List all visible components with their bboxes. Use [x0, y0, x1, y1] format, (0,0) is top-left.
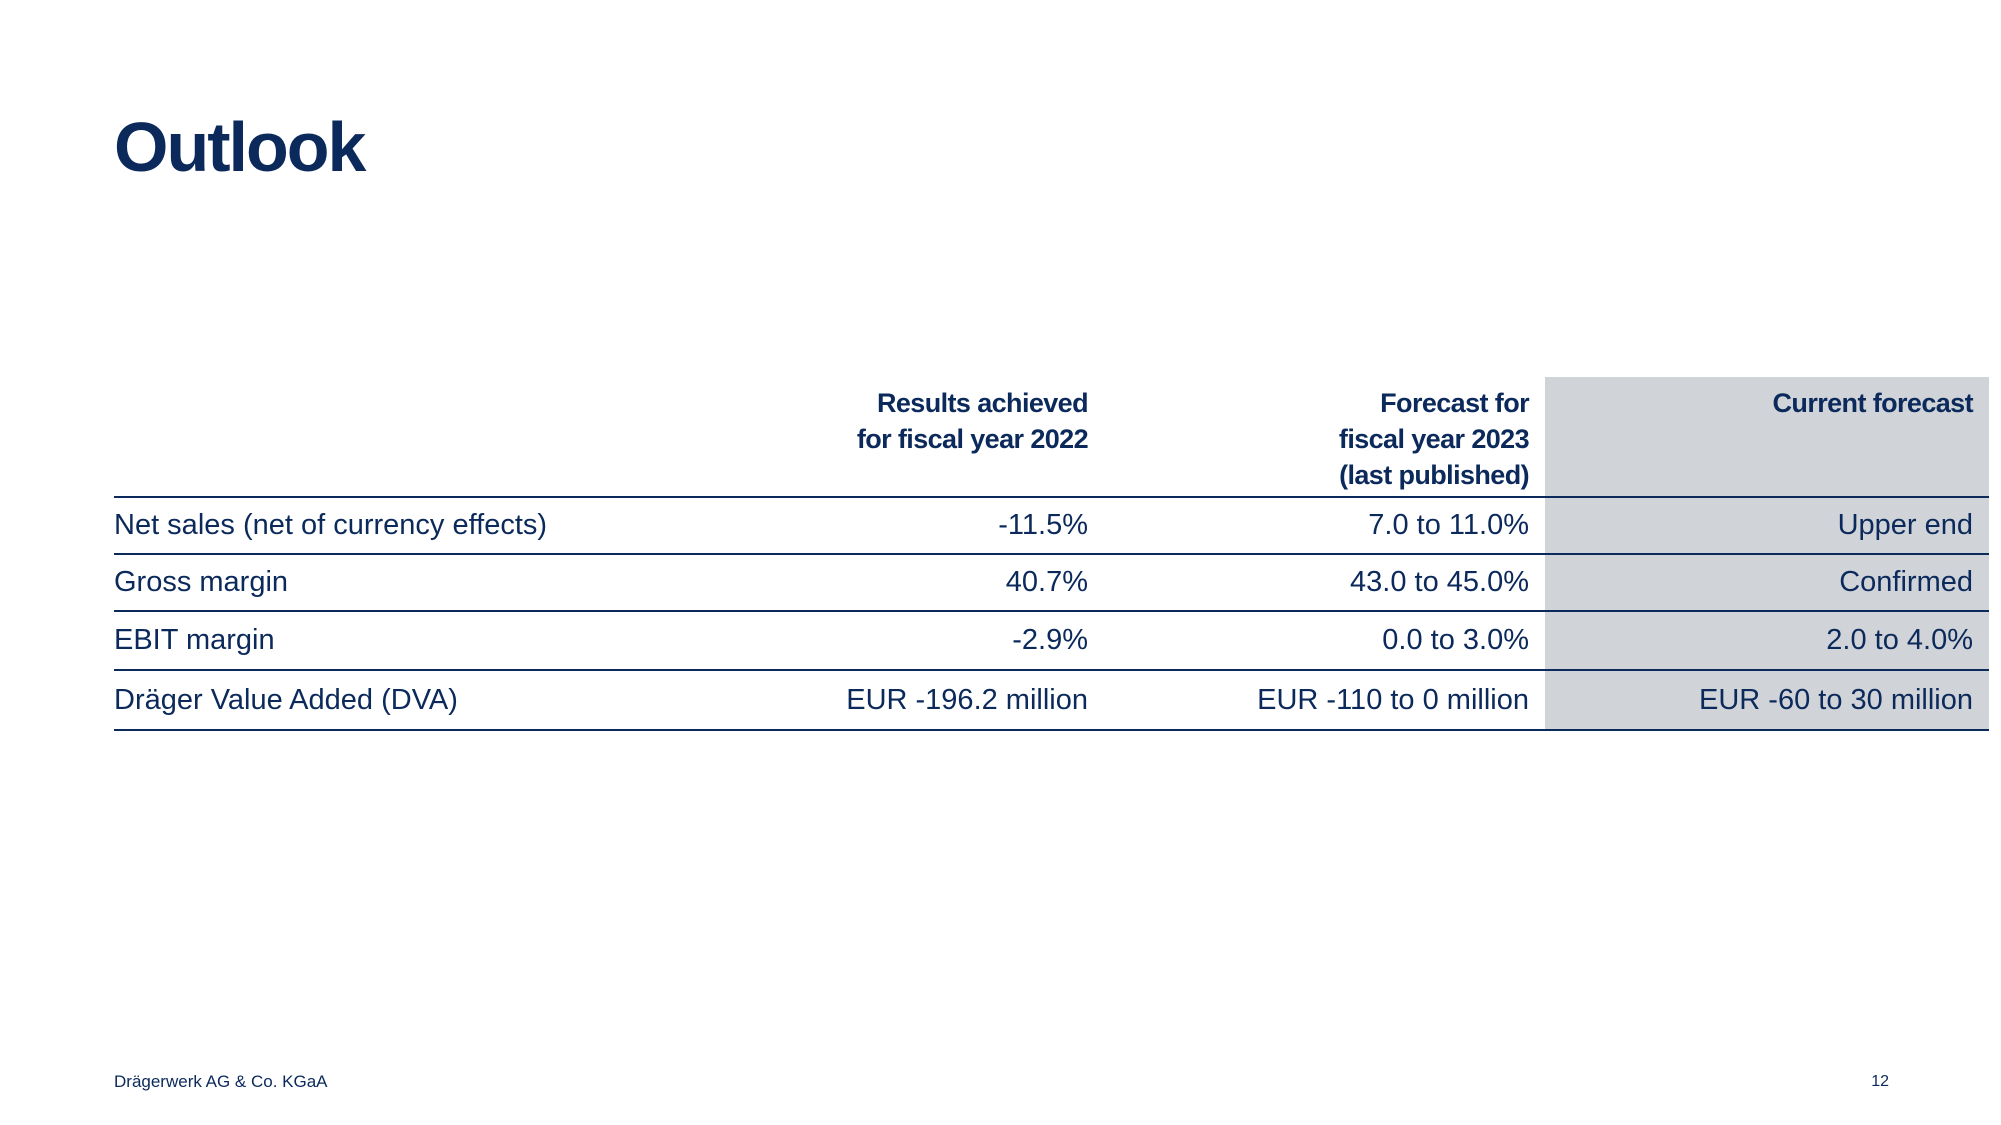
row-label: Gross margin — [114, 554, 664, 612]
table-row-ebit-margin: EBIT margin -2.9% 0.0 to 3.0% 2.0 to 4.0… — [114, 611, 1989, 671]
row-label: Dräger Value Added (DVA) — [114, 670, 664, 731]
cell-results-2022: -2.9% — [664, 611, 1104, 671]
cell-current-forecast: EUR -60 to 30 million — [1545, 670, 1989, 731]
cell-current-forecast: Confirmed — [1545, 554, 1989, 612]
page-title: Outlook — [114, 108, 366, 186]
cell-forecast-2023: 7.0 to 11.0% — [1104, 497, 1545, 555]
cell-forecast-2023: 43.0 to 45.0% — [1104, 554, 1545, 612]
table-row-net-sales: Net sales (net of currency effects) -11.… — [114, 497, 1989, 555]
footer-company-name: Drägerwerk AG & Co. KGaA — [114, 1072, 328, 1091]
header-results-2022: Results achieved for fiscal year 2022 — [664, 377, 1104, 498]
header-metric — [114, 377, 664, 498]
row-label: EBIT margin — [114, 611, 664, 671]
cell-current-forecast: 2.0 to 4.0% — [1545, 611, 1989, 671]
cell-forecast-2023: EUR -110 to 0 million — [1104, 670, 1545, 731]
table-row-dva: Dräger Value Added (DVA) EUR -196.2 mill… — [114, 670, 1989, 731]
page-number: 12 — [1871, 1073, 1889, 1090]
cell-results-2022: EUR -196.2 million — [664, 670, 1104, 731]
outlook-table: Results achieved for fiscal year 2022 Fo… — [114, 377, 1989, 731]
cell-forecast-2023: 0.0 to 3.0% — [1104, 611, 1545, 671]
cell-results-2022: -11.5% — [664, 497, 1104, 555]
row-label: Net sales (net of currency effects) — [114, 497, 664, 555]
table-row-gross-margin: Gross margin 40.7% 43.0 to 45.0% Confirm… — [114, 554, 1989, 612]
header-forecast-2023: Forecast for fiscal year 2023 (last publ… — [1104, 377, 1545, 498]
cell-current-forecast: Upper end — [1545, 497, 1989, 555]
header-current-forecast: Current forecast — [1545, 377, 1989, 498]
cell-results-2022: 40.7% — [664, 554, 1104, 612]
table-header-row: Results achieved for fiscal year 2022 Fo… — [114, 377, 1989, 498]
